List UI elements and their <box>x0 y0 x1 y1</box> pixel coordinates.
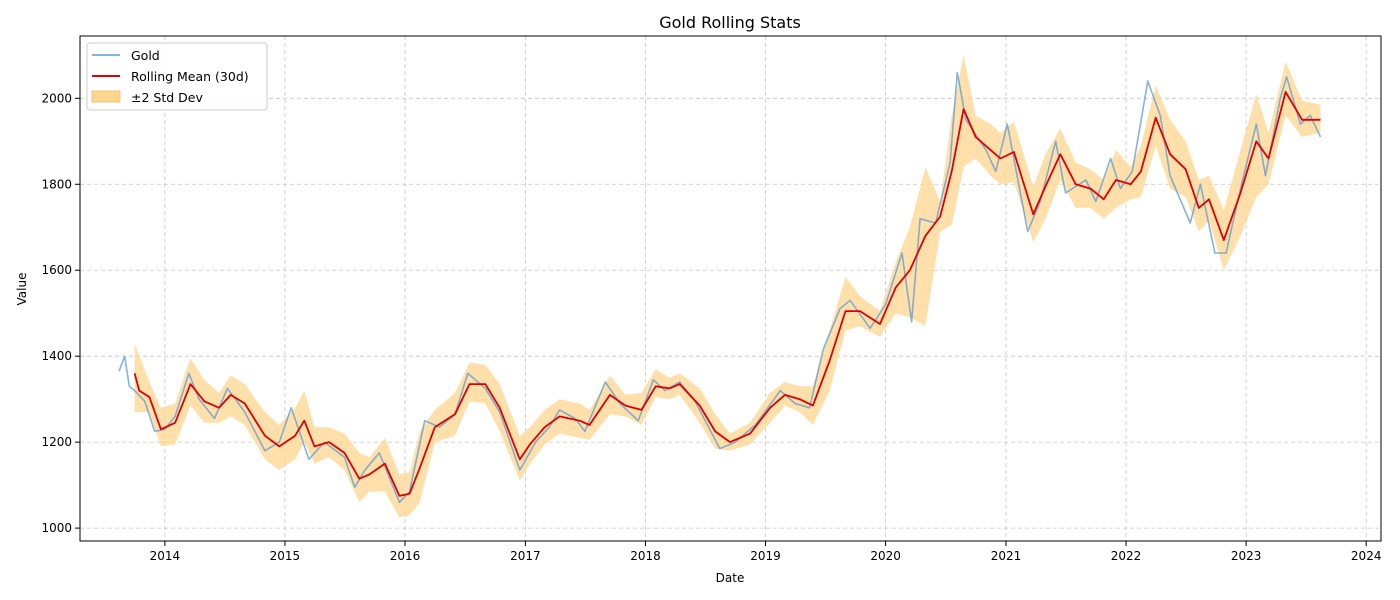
std-dev-band-area <box>134 55 1321 518</box>
x-tick-label: 2017 <box>510 549 541 563</box>
gold-price-series <box>118 71 1322 504</box>
y-axis: 1000 1200 1400 1600 1800 2000 <box>41 91 80 535</box>
x-axis: 2014 2015 2016 2017 2018 2019 2020 2021 2022 2023… <box>150 541 1382 563</box>
legend: Gold Rolling Mean (30d) ±2 Std Dev <box>86 42 268 111</box>
y-tick-label: 1600 <box>41 263 72 277</box>
x-tick-label: 2021 <box>991 549 1022 563</box>
y-tick-label: 1800 <box>41 177 72 191</box>
std-dev-band <box>134 55 1321 518</box>
x-axis-title: Date <box>716 571 745 585</box>
gold-price-line <box>118 71 1322 504</box>
x-tick-label: 2020 <box>870 549 901 563</box>
x-tick-label: 2015 <box>270 549 301 563</box>
legend-swatch-std-dev <box>91 90 121 103</box>
y-axis-title: Value <box>15 273 29 306</box>
x-tick-label: 2016 <box>390 549 421 563</box>
legend-box <box>86 42 268 111</box>
y-tick-label: 1200 <box>41 435 72 449</box>
x-tick-label: 2023 <box>1231 549 1262 563</box>
chart-title: Gold Rolling Stats <box>659 13 801 32</box>
plot-frame <box>79 35 1382 542</box>
x-tick-label: 2018 <box>630 549 661 563</box>
legend-label-gold: Gold <box>131 48 160 63</box>
legend-label-rolling-mean: Rolling Mean (30d) <box>131 69 249 84</box>
rolling-mean-series <box>133 91 1321 497</box>
x-tick-label: 2024 <box>1351 549 1382 563</box>
grid <box>80 36 1381 541</box>
y-tick-label: 2000 <box>41 91 72 105</box>
y-tick-label: 1400 <box>41 349 72 363</box>
x-tick-label: 2014 <box>150 549 181 563</box>
legend-label-std-dev: ±2 Std Dev <box>131 90 203 105</box>
y-tick-label: 1000 <box>41 521 72 535</box>
x-tick-label: 2022 <box>1111 549 1142 563</box>
x-tick-label: 2019 <box>750 549 781 563</box>
rolling-mean-line <box>133 91 1321 497</box>
